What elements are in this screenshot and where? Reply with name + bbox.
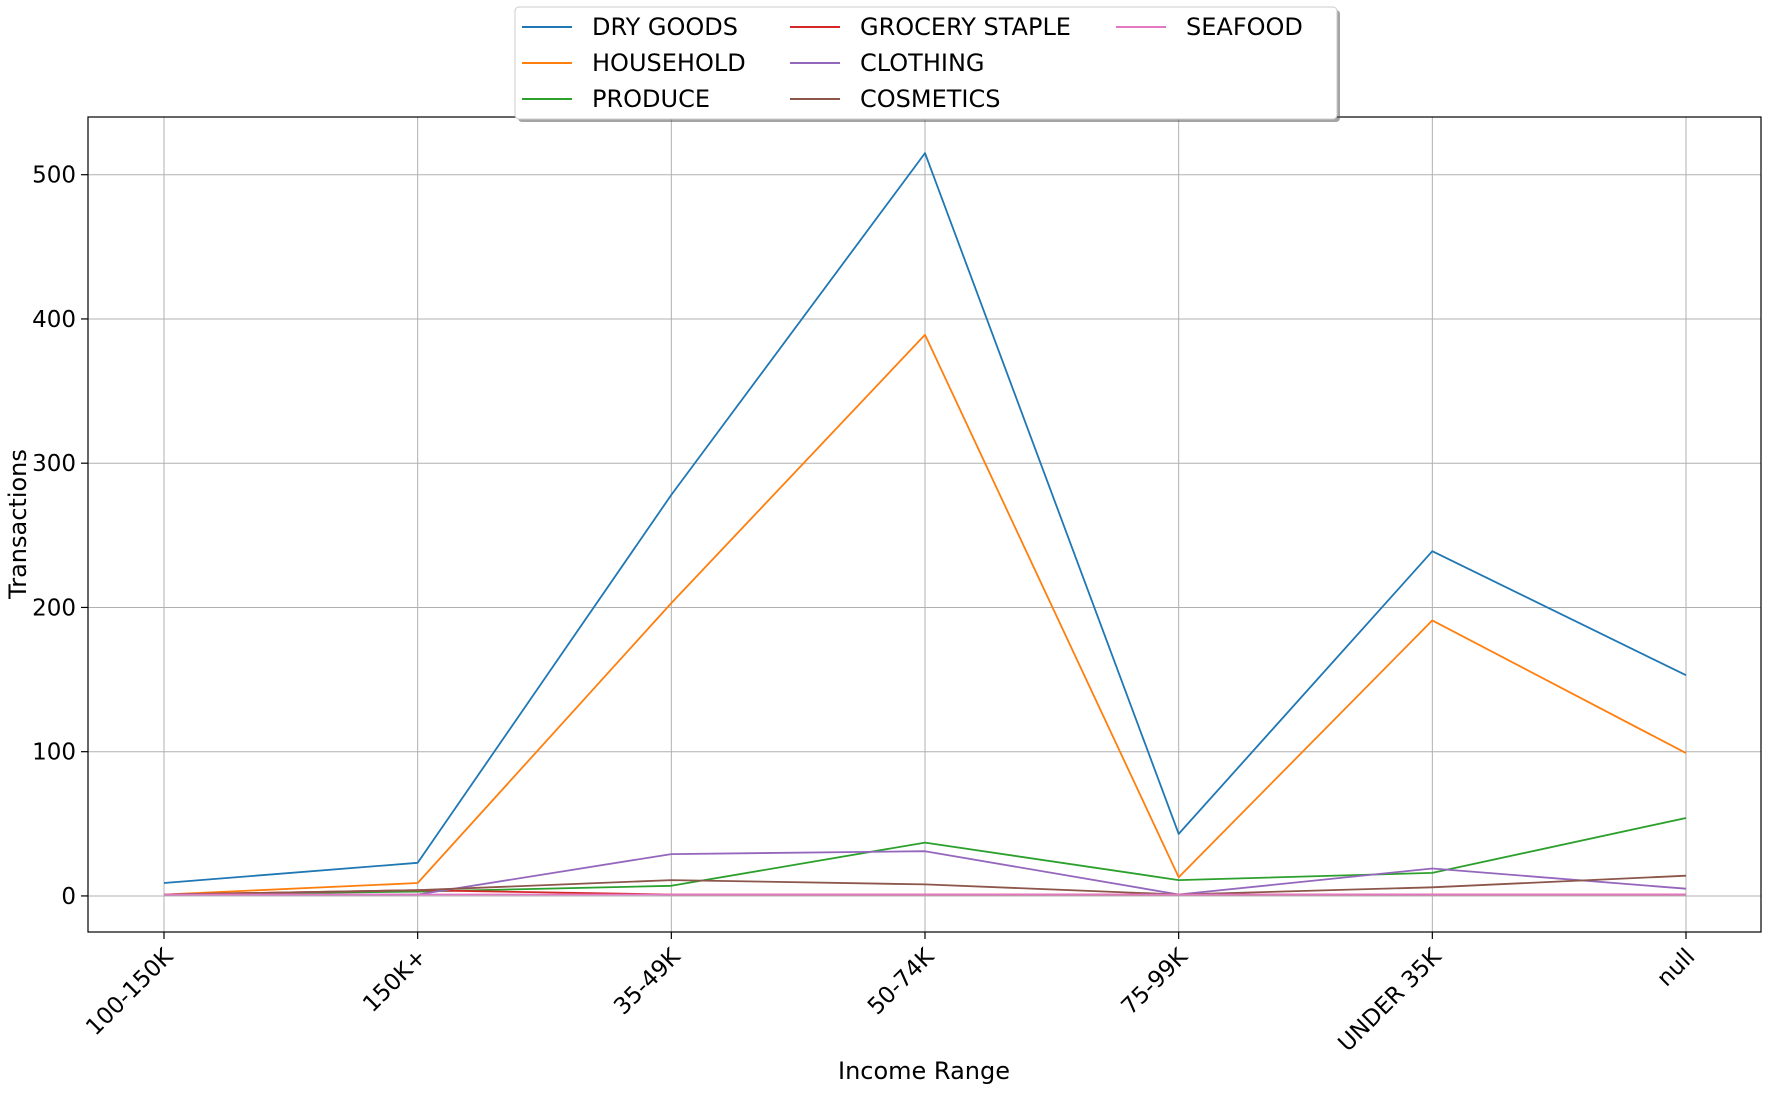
legend-label-dry-goods: DRY GOODS — [592, 13, 738, 41]
x-tick-label: UNDER 35K — [1333, 943, 1447, 1057]
legend-label-household: HOUSEHOLD — [592, 49, 746, 77]
series-line-produce — [163, 817, 1687, 896]
legend-box — [514, 6, 1338, 120]
legend: DRY GOODS HOUSEHOLD PRODUCE GROCERY STAPLE C… — [514, 6, 1340, 122]
legend-label-cosmetics: COSMETICS — [860, 85, 1000, 113]
y-tick-label: 100 — [32, 740, 76, 766]
y-tick-label: 300 — [32, 451, 76, 477]
y-tick-layer: 0 100 200 300 400 500 — [32, 163, 88, 910]
legend-label-clothing: CLOTHING — [860, 49, 985, 77]
y-tick-label: 0 — [61, 884, 76, 910]
legend-items: DRY GOODS HOUSEHOLD PRODUCE GROCERY STAPLE C… — [522, 13, 1303, 113]
x-tick-layer: 100-150K 150K+ 35-49K 50-74K 75-99K UNDER 35K… — [81, 932, 1700, 1057]
x-tick-label: 75-99K — [1117, 943, 1194, 1020]
x-tick-label: 35-49K — [609, 943, 686, 1020]
legend-label-grocery-staple: GROCERY STAPLE — [860, 13, 1071, 41]
grid-layer — [88, 117, 1761, 932]
x-tick-label: 150K+ — [358, 944, 432, 1018]
series-line-household — [163, 333, 1687, 896]
x-tick-label: null — [1652, 944, 1700, 992]
x-axis-label: Income Range — [838, 1057, 1010, 1085]
series-layer — [163, 152, 1687, 896]
x-tick-label: 100-150K — [81, 943, 179, 1041]
series-line-cosmetics — [163, 874, 1687, 896]
y-axis-label: Transactions — [4, 449, 32, 600]
series-line-dry-goods — [163, 152, 1687, 884]
legend-label-seafood: SEAFOOD — [1186, 13, 1303, 41]
y-tick-label: 500 — [32, 163, 76, 189]
x-tick-label: 50-74K — [863, 943, 940, 1020]
y-tick-label: 400 — [32, 307, 76, 333]
legend-label-produce: PRODUCE — [592, 85, 710, 113]
y-tick-label: 200 — [32, 595, 76, 621]
